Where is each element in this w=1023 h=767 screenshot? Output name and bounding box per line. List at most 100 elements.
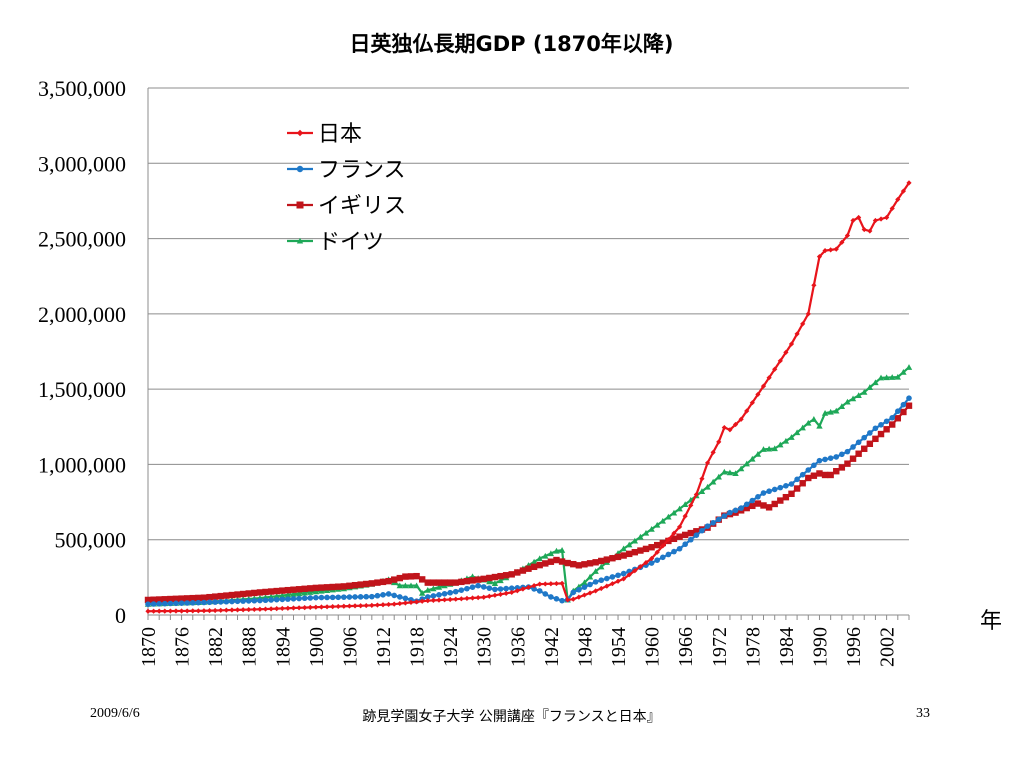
data-point <box>777 497 784 504</box>
data-point <box>603 556 611 563</box>
legend-label: 日本 <box>318 122 362 147</box>
data-point <box>699 476 705 482</box>
data-point <box>452 579 459 586</box>
data-point <box>587 590 593 596</box>
data-point <box>844 398 851 405</box>
data-point <box>396 574 404 582</box>
data-point <box>357 581 364 588</box>
data-point <box>351 581 359 589</box>
data-point <box>682 513 688 519</box>
data-point <box>788 490 795 497</box>
data-point <box>793 485 801 492</box>
data-point <box>313 604 319 610</box>
data-point <box>318 604 325 610</box>
data-point <box>537 581 543 587</box>
data-point <box>755 494 761 500</box>
y-tick-label: 2,500,000 <box>38 227 126 252</box>
data-point <box>771 500 778 508</box>
data-point <box>469 595 476 601</box>
data-point <box>559 597 565 604</box>
data-point <box>749 497 756 504</box>
data-point <box>866 384 874 390</box>
data-point <box>318 584 325 591</box>
x-tick-label: 1876 <box>172 627 194 667</box>
data-point <box>296 605 302 611</box>
data-point <box>895 196 901 203</box>
data-point <box>464 595 470 602</box>
data-point <box>279 596 286 603</box>
data-point <box>284 591 292 598</box>
data-point <box>738 505 744 511</box>
data-point <box>592 559 599 566</box>
data-point <box>218 607 224 613</box>
data-point <box>838 403 846 410</box>
data-point <box>604 575 610 582</box>
data-point <box>653 541 661 549</box>
data-point <box>900 369 907 375</box>
data-point <box>844 460 851 467</box>
data-point <box>295 586 303 593</box>
data-point <box>502 572 510 579</box>
data-point <box>184 600 190 606</box>
data-point <box>323 584 331 591</box>
data-point <box>850 217 856 224</box>
data-point <box>167 595 174 603</box>
data-point <box>363 580 370 588</box>
data-point <box>150 601 157 607</box>
data-point <box>743 501 750 508</box>
data-point <box>229 607 235 613</box>
data-point <box>162 608 168 614</box>
data-point <box>732 421 739 428</box>
data-point <box>654 549 660 555</box>
data-point <box>211 593 219 600</box>
series-uk <box>144 402 913 604</box>
data-point <box>358 603 364 609</box>
data-point <box>648 525 655 532</box>
data-point <box>312 588 320 595</box>
data-point <box>883 426 890 433</box>
data-point <box>190 608 196 614</box>
data-point <box>430 579 437 586</box>
data-point <box>172 595 180 603</box>
data-point <box>335 603 341 610</box>
data-point <box>447 596 453 603</box>
data-point <box>839 239 845 245</box>
data-point <box>816 422 823 429</box>
data-point <box>318 594 325 601</box>
data-point <box>564 559 571 567</box>
data-point <box>727 427 733 433</box>
y-tick-label: 3,000,000 <box>38 151 126 176</box>
data-point <box>721 513 728 519</box>
data-point <box>906 395 912 401</box>
legend-item: フランス <box>287 158 406 183</box>
data-point <box>156 601 162 607</box>
data-point <box>352 603 358 609</box>
data-point <box>598 585 604 592</box>
series-france <box>145 395 912 607</box>
data-point <box>799 471 806 478</box>
data-point <box>407 573 415 580</box>
data-point <box>458 578 465 586</box>
data-point <box>150 596 157 603</box>
data-point <box>906 180 912 186</box>
data-point <box>872 425 879 432</box>
x-tick-label: 1888 <box>239 627 261 667</box>
data-point <box>665 513 672 520</box>
data-point <box>413 572 420 580</box>
data-point <box>520 586 526 592</box>
data-point <box>436 592 442 598</box>
data-point <box>212 599 218 605</box>
data-point <box>822 248 828 254</box>
data-point <box>385 591 392 597</box>
data-point <box>223 592 230 599</box>
data-point <box>553 547 560 554</box>
y-tick-label: 1,000,000 <box>38 452 126 477</box>
y-tick-label: 2,000,000 <box>38 302 126 327</box>
data-point <box>279 587 286 594</box>
data-point <box>330 604 336 610</box>
data-point <box>570 596 576 602</box>
data-point <box>877 374 885 381</box>
data-point <box>570 560 577 568</box>
data-point <box>223 607 229 613</box>
y-tick-label: 0 <box>115 603 126 628</box>
